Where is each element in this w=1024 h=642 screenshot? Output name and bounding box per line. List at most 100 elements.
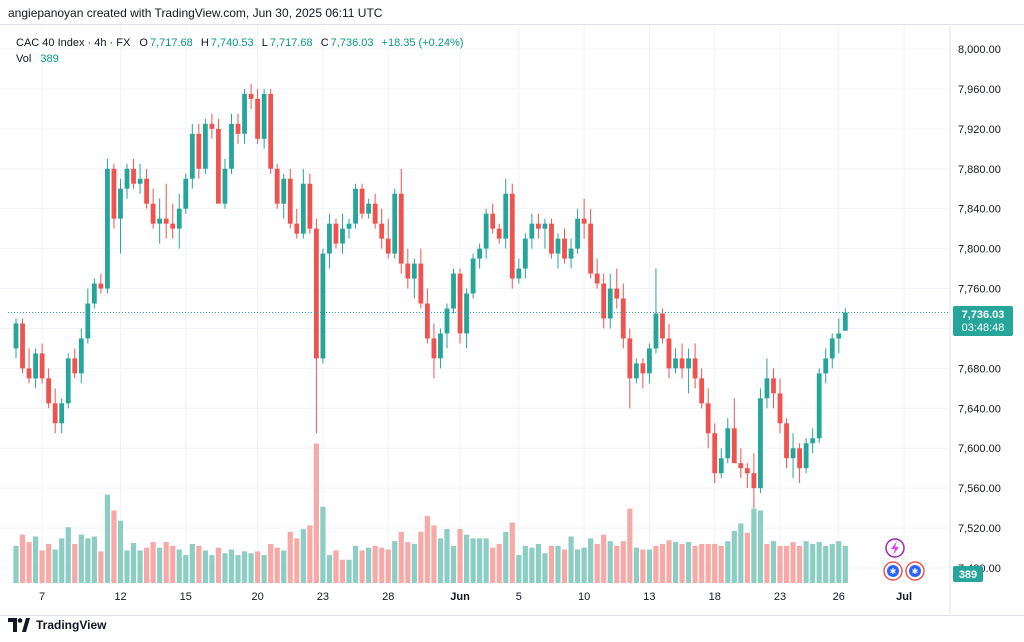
volume-bar xyxy=(692,545,698,583)
candle xyxy=(568,238,574,269)
candle-body xyxy=(39,353,45,379)
candle xyxy=(424,288,430,344)
candle-body xyxy=(699,378,705,404)
volume-bar xyxy=(235,555,241,583)
legend-symbol[interactable]: CAC 40 Index · 4h · FX xyxy=(16,37,131,49)
candle xyxy=(281,173,287,219)
volume-bar xyxy=(287,531,293,583)
candle xyxy=(823,348,829,384)
chart-area[interactable]: 8,000.00 7,960.00 7,920.00 7,880.00 7,840.00… xyxy=(0,24,1024,616)
volume-bar xyxy=(588,538,594,583)
candle xyxy=(216,118,221,204)
volume-bar xyxy=(548,545,555,583)
candle-body xyxy=(98,283,104,289)
candle-body xyxy=(777,393,783,424)
candle xyxy=(98,273,104,294)
candle-body xyxy=(692,358,698,379)
volume-bar xyxy=(26,542,32,583)
candle xyxy=(118,178,123,254)
candle-body xyxy=(483,213,489,249)
event-flag-icon[interactable]: ✱ xyxy=(905,561,925,581)
volume-bar xyxy=(542,553,548,583)
candle xyxy=(170,203,176,239)
candle-body xyxy=(294,223,300,234)
candle xyxy=(59,398,65,434)
candle-body xyxy=(771,378,776,394)
price-chart[interactable]: 8,000.00 7,960.00 7,920.00 7,880.00 7,840.00… xyxy=(0,25,1024,615)
volume-bar xyxy=(679,543,685,583)
volume-bar xyxy=(215,547,222,583)
volume-bar xyxy=(98,551,104,583)
volume-bar xyxy=(490,547,496,583)
candle xyxy=(105,158,110,294)
candle xyxy=(692,343,698,389)
volume-bar xyxy=(516,555,522,583)
candle xyxy=(771,368,776,409)
volume-bar xyxy=(379,547,385,583)
candle xyxy=(320,248,326,364)
volume-bar xyxy=(130,543,137,583)
candle xyxy=(202,118,208,174)
candle-body xyxy=(829,338,835,359)
candle-body xyxy=(170,223,176,229)
volume-bar xyxy=(829,543,835,583)
candle-body xyxy=(379,223,385,239)
volume-bar xyxy=(398,531,404,583)
volume-bar xyxy=(72,543,78,583)
candle xyxy=(529,213,535,249)
candle-body xyxy=(705,403,711,434)
volume-bar xyxy=(659,543,666,583)
event-flag-icon[interactable]: ✱ xyxy=(883,561,903,581)
volume-bar xyxy=(757,510,764,583)
volume-bar xyxy=(209,555,215,583)
candle-body xyxy=(33,353,38,379)
candle xyxy=(248,83,254,109)
volume-bar xyxy=(313,443,319,583)
candle xyxy=(790,433,796,479)
legend-low: 7,717.68 xyxy=(269,37,313,49)
volume-bar xyxy=(744,532,750,583)
legend-vol-label[interactable]: Vol xyxy=(16,53,32,65)
lightning-icon[interactable] xyxy=(885,538,905,558)
candle xyxy=(784,418,789,469)
candle-body xyxy=(163,218,169,224)
candle xyxy=(189,123,195,189)
time-axis[interactable]: 7 12 15 20 23 28 Jun 5 10 13 18 23 26 Jul xyxy=(39,591,912,603)
candle-body xyxy=(516,268,522,279)
volume-bar xyxy=(477,538,483,583)
price-tick-label: 7,640.00 xyxy=(958,403,1001,415)
price-badge-price: 7,736.03 xyxy=(962,309,1005,321)
volume-bar xyxy=(117,520,124,583)
candle-body xyxy=(411,263,417,279)
volume-bar xyxy=(183,555,189,583)
legend-open-label: O xyxy=(139,37,148,49)
candle xyxy=(594,258,600,289)
candle-body xyxy=(65,358,71,404)
legend-close-label: C xyxy=(320,37,329,49)
candle-body xyxy=(816,373,822,439)
candle xyxy=(836,318,842,354)
candle xyxy=(255,88,261,144)
candle-body xyxy=(594,273,600,284)
candle xyxy=(183,173,189,214)
candle xyxy=(366,198,372,219)
candle xyxy=(65,353,71,409)
volume-bar xyxy=(144,547,150,583)
candle-body xyxy=(235,123,241,134)
volume-bar xyxy=(790,542,796,583)
candle-body xyxy=(836,333,842,339)
volume-bar xyxy=(503,531,509,583)
candle xyxy=(20,318,25,374)
volume-bar xyxy=(65,527,71,583)
candle-body xyxy=(242,93,247,134)
footer-brand[interactable]: TradingView xyxy=(8,618,106,632)
candle-body xyxy=(633,363,639,379)
volume-badge-value: 389 xyxy=(959,569,977,581)
candle-body xyxy=(738,463,744,469)
legend-ohlc-row: CAC 40 Index · 4h · FX O 7,717.68 H 7,740.… xyxy=(16,35,469,51)
candle xyxy=(235,113,241,144)
volume-bar xyxy=(385,549,391,583)
candle xyxy=(398,168,404,274)
price-tick-label: 7,840.00 xyxy=(958,204,1001,216)
candle-body xyxy=(581,218,587,224)
